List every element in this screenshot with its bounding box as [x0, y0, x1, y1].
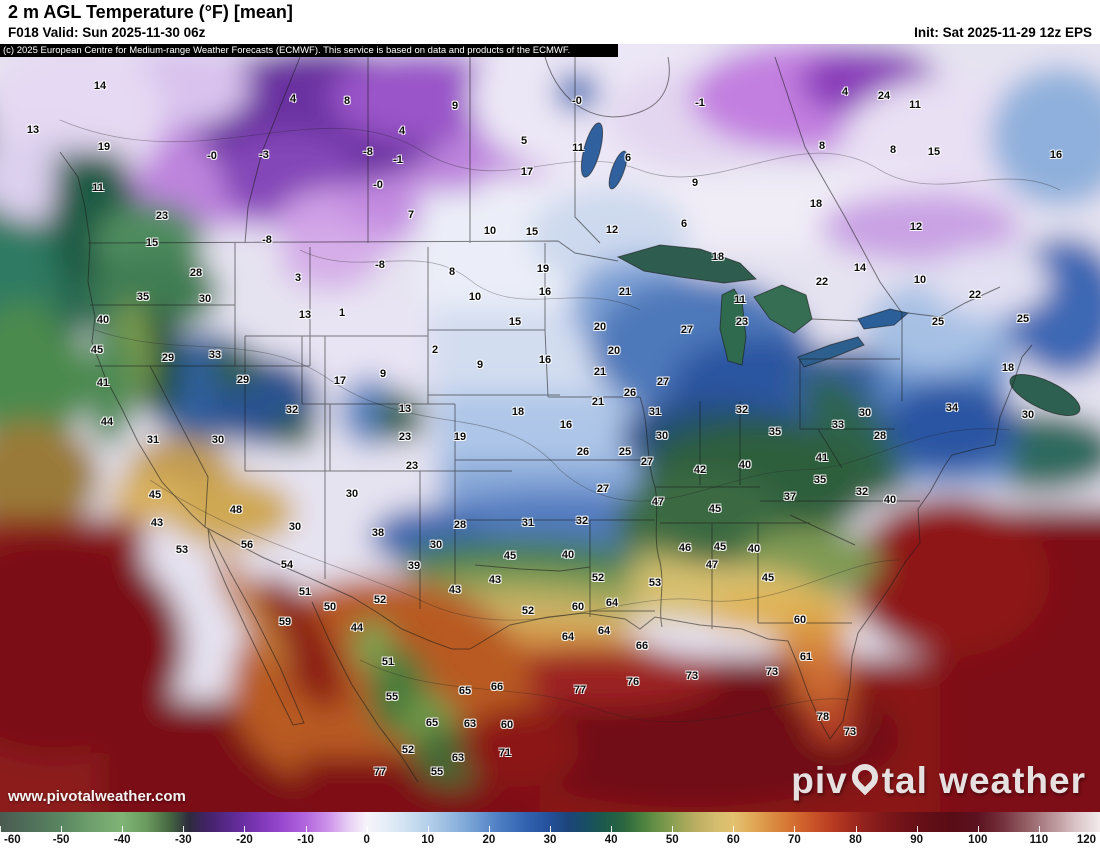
colorbar-ticks: -60 -50 -40 -30 -20 -10 0 10 20 30 40 50 60 70 80 90 100…: [0, 832, 1100, 850]
colorbar-tick-label: -40: [113, 834, 131, 846]
copyright-bar: (c) 2025 European Centre for Medium-rang…: [0, 44, 618, 57]
colorbar-tickmark: [611, 826, 613, 832]
colorbar-tickmark: [244, 826, 246, 832]
colorbar-tick-label: 40: [604, 834, 618, 846]
header: 2 m AGL Temperature (°F) [mean] F018 Val…: [0, 0, 1100, 44]
colorbar-tickmark: [61, 826, 63, 832]
colorbar-tickmark: [550, 826, 551, 832]
colorbar-tickmark: [1038, 826, 1040, 832]
map-borders: [59, 56, 1033, 783]
colorbar-tickmark: [855, 826, 857, 832]
colorbar-tickmark: [122, 826, 124, 832]
colorbar-tick-label: 120: [1076, 834, 1096, 846]
colorbar-tick-label: 80: [849, 834, 862, 846]
colorbar-tick-label: 50: [665, 834, 679, 846]
colorbar-tickmark: [427, 826, 429, 832]
colorbar-tick-label: -30: [175, 834, 192, 846]
state-borders: [90, 243, 920, 629]
colorbar-tick-label: 110: [1029, 834, 1049, 846]
colorbar-tick-label: -60: [4, 834, 21, 846]
pivotal-weather-logo: piv tal weather: [791, 758, 1086, 802]
colorbar-tickmark: [916, 826, 918, 832]
colorbar-tick-label: 30: [543, 834, 557, 846]
colorbar-tick-label: 10: [421, 834, 435, 846]
colorbar-gradient: [0, 812, 1100, 832]
colorbar-tick-label: -10: [297, 834, 314, 846]
colorbar-tick-label: 90: [910, 834, 924, 846]
colorbar-tick-label: -20: [236, 834, 253, 846]
location-pin-icon: [846, 758, 884, 796]
province-borders: [244, 56, 903, 314]
logo-text-prefix: piv: [791, 760, 848, 801]
colorbar-tick-label: -50: [52, 834, 70, 846]
colorbar-tickmark: [733, 826, 735, 832]
colorbar-tick-label: 60: [726, 834, 740, 846]
map-title: 2 m AGL Temperature (°F) [mean]: [8, 2, 293, 22]
colorbar-tickmark: [183, 826, 185, 832]
colorbar-tickmark: [366, 826, 368, 832]
colorbar-tickmark: [672, 826, 674, 832]
init-time-label: Init: Sat 2025-11-29 12z EPS: [914, 25, 1092, 40]
colorbar-tickmark: [0, 826, 1, 832]
logo-text-suffix: tal weather: [881, 760, 1086, 801]
colorbar-tickmark: [305, 826, 307, 832]
colorbar-tick-label: 20: [482, 834, 496, 846]
watermark-url: www.pivotalweather.com: [8, 788, 186, 805]
colorbar-tick-label: 70: [788, 834, 801, 846]
coastline: [59, 56, 1033, 783]
colorbar-tickmark: [794, 826, 796, 832]
colorbar-tickmark: [977, 826, 979, 832]
valid-time-label: F018 Valid: Sun 2025-11-30 06z: [8, 25, 206, 40]
colorbar-tickmark: [488, 826, 490, 832]
colorbar-tick-label: 0: [363, 834, 370, 846]
temperature-colorbar: -60 -50 -40 -30 -20 -10 0 10 20 30 40 50 60 70 80 90 100…: [0, 812, 1100, 850]
colorbar-tick-label: 100: [968, 834, 988, 846]
